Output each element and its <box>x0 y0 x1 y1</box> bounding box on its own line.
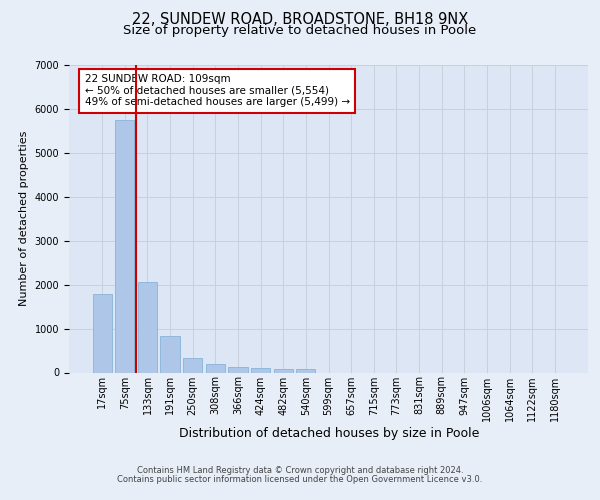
Bar <box>160 336 180 372</box>
Bar <box>251 368 270 372</box>
Bar <box>274 368 293 372</box>
Text: 22 SUNDEW ROAD: 109sqm
← 50% of detached houses are smaller (5,554)
49% of semi-: 22 SUNDEW ROAD: 109sqm ← 50% of detached… <box>85 74 350 108</box>
Bar <box>138 282 157 372</box>
Text: Contains HM Land Registry data © Crown copyright and database right 2024.: Contains HM Land Registry data © Crown c… <box>137 466 463 475</box>
Bar <box>183 358 202 372</box>
Text: 22, SUNDEW ROAD, BROADSTONE, BH18 9NX: 22, SUNDEW ROAD, BROADSTONE, BH18 9NX <box>132 12 468 28</box>
Text: Contains public sector information licensed under the Open Government Licence v3: Contains public sector information licen… <box>118 475 482 484</box>
Bar <box>115 120 134 372</box>
Bar <box>296 369 316 372</box>
Y-axis label: Number of detached properties: Number of detached properties <box>19 131 29 306</box>
Bar <box>92 294 112 372</box>
Text: Size of property relative to detached houses in Poole: Size of property relative to detached ho… <box>124 24 476 37</box>
Text: Distribution of detached houses by size in Poole: Distribution of detached houses by size … <box>179 428 479 440</box>
Bar <box>229 367 248 372</box>
Bar <box>206 364 225 372</box>
